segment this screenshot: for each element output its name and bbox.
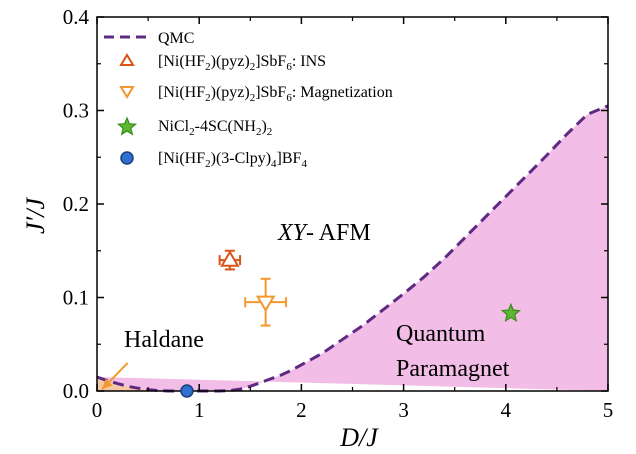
y-tick-label: 0.3 — [63, 99, 89, 123]
legend-mag-d: : Magnetization — [292, 84, 393, 101]
annotation-xy-rest: - AFM — [306, 220, 371, 246]
x-axis-label: D/J — [339, 423, 379, 452]
annotations-layer: XY- AFM Haldane Quantum Paramagnet — [101, 220, 510, 390]
marker-nicl — [500, 302, 521, 322]
legend-nicl-label: NiCl2-4SC(NH2)2 — [158, 118, 272, 138]
legend-mag-marker — [119, 86, 135, 99]
legend-nicl-s2: 2 — [256, 126, 262, 138]
legend-ins-c: ]SbF — [255, 53, 286, 70]
legend-clpy-c: ]BF — [277, 150, 302, 167]
legend-mag-c: ]SbF — [255, 84, 286, 101]
x-tick-label: 0 — [92, 398, 103, 422]
legend-nicl-s3: 2 — [267, 126, 273, 138]
haldane-region — [97, 376, 169, 391]
annotation-xy-afm: XY- AFM — [277, 220, 371, 246]
annotation-paramagnet: Paramagnet — [396, 356, 510, 382]
legend-mag-s1: 2 — [205, 92, 211, 104]
legend-ins-marker — [119, 53, 135, 66]
legend-ins-label: [Ni(HF2)(pyz)2]SbF6: INS — [158, 53, 326, 73]
data-markers-layer — [180, 249, 521, 398]
annotation-haldane: Haldane — [124, 327, 204, 353]
phase-fill-layer — [97, 105, 608, 391]
legend-nicl-a: NiCl — [158, 118, 190, 135]
y-tick-label: 0.0 — [63, 379, 89, 403]
x-tick-label: 5 — [603, 398, 614, 422]
legend-clpy-label: [Ni(HF2)(3-Clpy)4]BF4 — [158, 150, 307, 170]
legend-clpy-marker — [120, 151, 134, 165]
legend-qmc-label: QMC — [158, 30, 194, 47]
y-axis-label: J′/J — [21, 197, 50, 234]
legend-mag-s3: 6 — [286, 92, 292, 104]
legend-clpy-b: )(3-Clpy) — [211, 150, 271, 167]
x-tick-label: 3 — [398, 398, 409, 422]
legend-mag-b: )(pyz) — [211, 84, 250, 101]
annotation-quantum: Quantum — [396, 321, 486, 347]
legend-ins-s2: 2 — [250, 61, 256, 73]
marker-magnetization — [255, 295, 276, 313]
paramagnet-region — [97, 105, 608, 391]
legend-clpy-s1: 2 — [205, 158, 211, 170]
legend-nicl-c: ) — [261, 118, 266, 135]
marker-clpy — [180, 384, 194, 398]
y-tick-label: 0.2 — [63, 192, 89, 216]
legend-ins-a: [Ni(HF — [158, 53, 205, 70]
ticks-layer: 0 1 2 3 4 5 0.0 0.1 0.2 0.3 0.4 — [63, 5, 614, 422]
x-tick-label: 2 — [296, 398, 307, 422]
legend-mag-s2: 2 — [250, 92, 256, 104]
x-tick-label: 4 — [501, 398, 512, 422]
legend-mag-label: [Ni(HF2)(pyz)2]SbF6: Magnetization — [158, 84, 393, 104]
legend-nicl-marker — [116, 116, 138, 136]
x-tick-label: 1 — [194, 398, 205, 422]
annotation-xy-italic: XY — [277, 220, 309, 246]
legend-mag-a: [Ni(HF — [158, 84, 205, 101]
legend-nicl-s1: 2 — [189, 126, 195, 138]
legend-ins-s1: 2 — [205, 61, 211, 73]
legend: QMC [Ni(HF2)(pyz)2]SbF6: INS [Ni(HF2)(py… — [104, 30, 393, 170]
legend-clpy-s3: 4 — [301, 158, 307, 170]
legend-nicl-b: -4SC(NH — [195, 118, 257, 135]
legend-ins-d: : INS — [292, 53, 326, 70]
y-tick-label: 0.1 — [63, 286, 89, 310]
haldane-arrow-head — [102, 378, 113, 390]
marker-ins — [220, 250, 240, 267]
legend-clpy-a: [Ni(HF — [158, 150, 205, 167]
legend-ins-b: )(pyz) — [211, 53, 250, 70]
legend-ins-s3: 6 — [286, 61, 292, 73]
y-tick-label: 0.4 — [63, 5, 90, 29]
legend-clpy-s2: 4 — [271, 158, 277, 170]
